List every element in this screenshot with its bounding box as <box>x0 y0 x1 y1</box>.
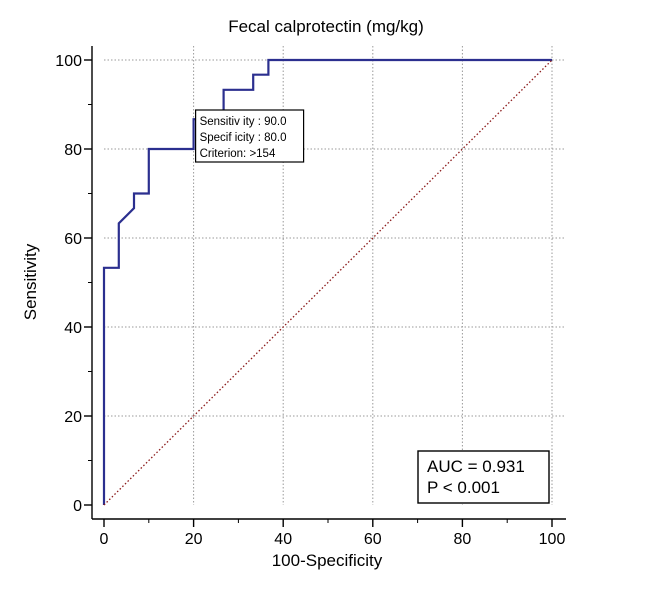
x-tick-label: 40 <box>274 531 292 548</box>
annotation-line: Specif icity : 80.0 <box>200 132 287 144</box>
x-tick-label: 80 <box>454 531 472 548</box>
series-group <box>102 58 553 506</box>
plot-frame <box>91 46 566 520</box>
y-tick-label: 80 <box>64 142 82 159</box>
reference-diagonal-line <box>103 59 553 506</box>
roc-curve-line <box>102 58 552 505</box>
y-axis-title: Sensitivity <box>21 243 40 320</box>
auc-box: AUC = 0.931 P < 0.001 <box>417 450 550 504</box>
auc-value: AUC = 0.931 <box>427 457 525 476</box>
y-tick-label: 20 <box>64 409 82 426</box>
p-value: P < 0.001 <box>427 478 500 497</box>
x-axis-title: 100-Specificity <box>272 551 383 570</box>
chart-title: Fecal calprotectin (mg/kg) <box>228 17 424 36</box>
auc-box-frame <box>417 450 550 504</box>
y-tick-label: 100 <box>55 53 82 70</box>
x-tick-label: 60 <box>364 531 382 548</box>
y-tick-label: 40 <box>64 320 82 337</box>
axis-ticks: 0 20 40 60 80 100 0 20 40 60 80 100 <box>55 53 565 548</box>
x-tick-label: 0 <box>100 531 109 548</box>
y-tick-label: 60 <box>64 231 82 248</box>
annotation-line: Sensitiv ity : 90.0 <box>200 116 287 128</box>
annotation-line: Criterion: >154 <box>200 148 276 160</box>
annotation-box <box>195 109 305 163</box>
x-tick-label: 100 <box>539 531 566 548</box>
x-tick-label: 20 <box>185 531 203 548</box>
criterion-annotation: Sensitiv ity : 90.0 Specif icity : 80.0 Cr… <box>195 109 305 163</box>
y-tick-label: 0 <box>73 498 82 515</box>
